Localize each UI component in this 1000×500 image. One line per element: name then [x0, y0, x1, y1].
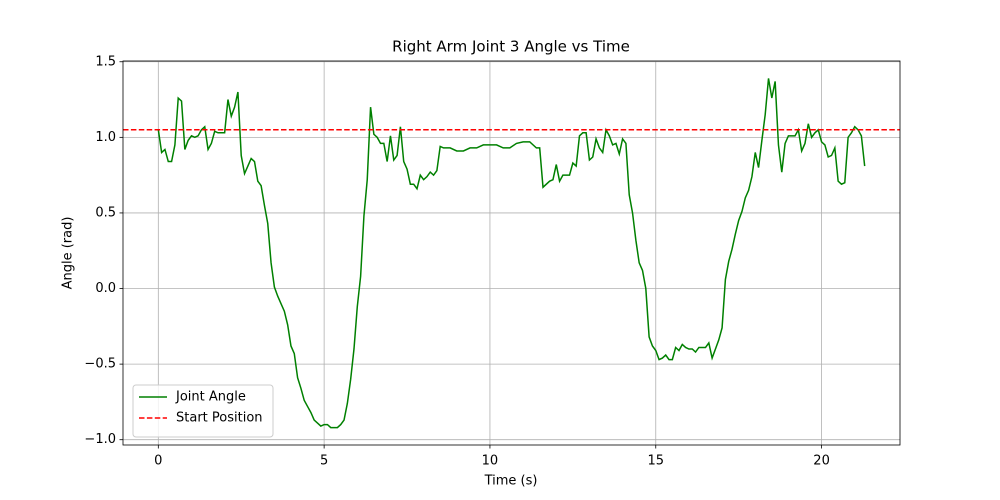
legend-label: Joint Angle: [175, 390, 246, 405]
y-tick-label: 0.5: [95, 205, 116, 220]
y-tick-label: −1.0: [84, 432, 116, 447]
legend-label: Start Position: [176, 411, 263, 426]
y-tick-label: 0.0: [95, 281, 116, 296]
x-axis-label: Time (s): [484, 474, 538, 489]
legend-box: [132, 384, 274, 438]
y-tick-label: 1.5: [95, 54, 116, 69]
y-axis-label: Angle (rad): [61, 217, 76, 290]
x-tick-label: 10: [482, 454, 499, 469]
x-tick-label: 20: [813, 454, 830, 469]
plot-frame: [122, 60, 901, 446]
chart-title: Right Arm Joint 3 Angle vs Time: [392, 38, 630, 56]
data-line: [157, 78, 866, 429]
x-tick-label: 5: [320, 454, 328, 469]
y-tick-label: −0.5: [84, 357, 116, 372]
y-tick-label: 1.0: [95, 130, 116, 145]
x-tick-label: 0: [154, 454, 162, 469]
x-tick-label: 15: [647, 454, 664, 469]
